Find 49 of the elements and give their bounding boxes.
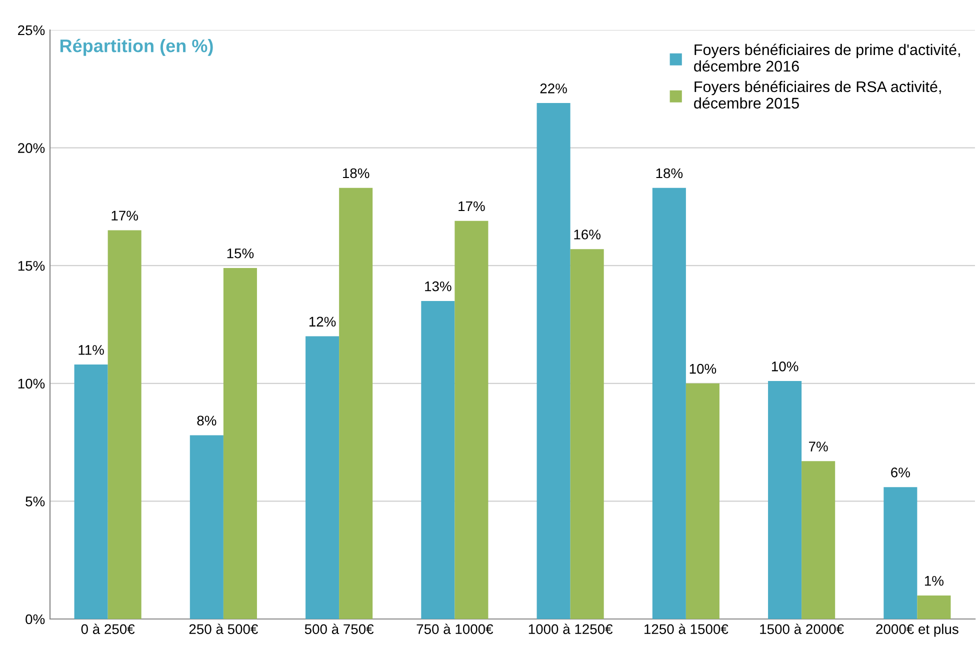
bar	[339, 188, 373, 619]
data-label: 10%	[772, 362, 798, 372]
x-tick-label: 1250 à 1500€	[644, 624, 728, 634]
data-label: 8%	[197, 416, 216, 426]
legend-label: Foyers bénéficiaires de RSA activité, décembre 2015	[694, 80, 941, 109]
y-tick-label: 25%	[18, 25, 45, 36]
data-label: 1%	[924, 576, 944, 586]
x-tick-label: 500 à 750€	[304, 624, 374, 634]
bar	[306, 336, 340, 619]
data-label: 18%	[656, 168, 683, 178]
bar	[802, 461, 836, 619]
legend-label: Foyers bénéficiaires de prime d'activité, décembre 2016	[694, 44, 960, 72]
data-label: 13%	[425, 281, 452, 292]
bar	[421, 300, 455, 619]
x-tick-label: 0 à 250€	[81, 624, 135, 634]
y-tick-label: 15%	[18, 260, 45, 271]
bar	[108, 230, 142, 619]
x-tick-label: 750 à 1000€	[416, 624, 494, 634]
data-label: 17%	[112, 210, 138, 221]
bar	[223, 268, 257, 619]
y-tick-label: 10%	[18, 378, 45, 389]
data-label: 15%	[227, 248, 254, 258]
data-label: 16%	[574, 230, 600, 240]
data-label: 12%	[309, 316, 336, 327]
x-tick-label: 250 à 500€	[189, 624, 258, 634]
x-tick-label: 1000 à 1250€	[528, 624, 613, 634]
y-tick-label: 5%	[26, 496, 45, 506]
y-tick-label: 0%	[26, 614, 45, 624]
bar	[570, 249, 604, 619]
data-label: 6%	[891, 468, 910, 478]
y-tick-label: 20%	[18, 143, 45, 153]
bar	[190, 435, 224, 619]
bar	[686, 383, 720, 619]
bar	[454, 220, 488, 619]
x-tick-label: 1500 à 2000€	[760, 624, 844, 634]
bar	[652, 188, 686, 619]
data-label: 11%	[78, 345, 104, 355]
bar	[884, 487, 918, 619]
x-tick-label: 2000€ et plus	[876, 624, 958, 637]
bar	[536, 103, 570, 619]
data-label: 17%	[458, 201, 485, 212]
bar	[917, 595, 951, 619]
data-label: 7%	[809, 442, 828, 452]
data-label: 10%	[690, 364, 716, 374]
bar	[74, 364, 108, 619]
chart-title: Répartition (en %)	[60, 38, 213, 56]
data-label: 18%	[342, 168, 370, 178]
bar	[768, 381, 802, 619]
data-label: 22%	[540, 84, 567, 94]
